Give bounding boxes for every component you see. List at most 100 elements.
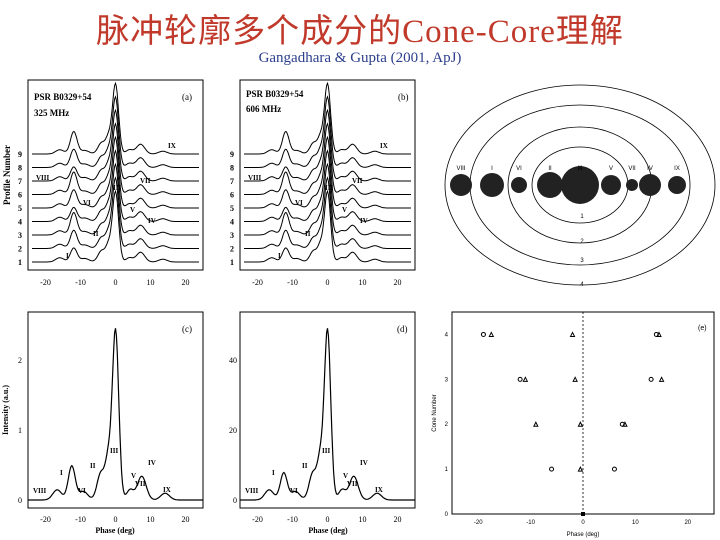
x-tick-label: 0 — [114, 515, 118, 524]
y-tick-label: 0 — [18, 496, 22, 505]
cone-component-dot — [480, 173, 504, 197]
component-label: I — [60, 469, 63, 477]
component-label: VI — [290, 487, 298, 495]
scatter-point-triangle — [522, 376, 529, 382]
profile-trace — [244, 81, 411, 155]
profile-trace — [244, 149, 411, 222]
component-label: VII — [135, 480, 146, 488]
component-label: II — [302, 462, 308, 470]
cone-components — [450, 166, 686, 204]
y-tick-label: 0 — [233, 496, 237, 505]
profile-trace — [32, 122, 199, 195]
scatter-point-circle — [648, 376, 654, 382]
component-label: IV — [148, 459, 156, 467]
y-tick-label: 1 — [18, 426, 22, 435]
citation: Gangadhara & Gupta (2001, ApJ) — [258, 50, 462, 66]
component-label: V — [342, 206, 347, 214]
x-tick-label: 20 — [684, 520, 691, 526]
profile-trace — [244, 108, 411, 182]
panel-b-profile-numbers: 1 2 3 4 5 6 7 8 9 — [230, 150, 234, 267]
scatter-point-triangle — [569, 331, 576, 337]
profile-trace — [32, 95, 199, 168]
scatter-point-triangle — [572, 376, 578, 382]
x-tick-label: -10 — [75, 515, 86, 524]
ring-number: 1 — [580, 214, 584, 220]
component-label: III — [325, 184, 333, 192]
profile-trace — [32, 135, 199, 209]
profile-number: 7 — [230, 177, 234, 186]
profile-trace — [244, 189, 411, 263]
y-tick-label: 40 — [229, 356, 237, 365]
component-label: VIII — [33, 487, 47, 495]
panel-a-tag: (a) — [182, 92, 192, 102]
component-label: I — [272, 469, 275, 477]
scatter-point-triangle — [533, 421, 539, 427]
panel-a-traces — [32, 81, 199, 263]
x-tick-label: -20 — [474, 520, 483, 526]
panel-c: (c) Intensity (a.u.) Phase (deg) 0 1 2 -20… — [1, 311, 204, 535]
ring-number: 4 — [580, 282, 584, 288]
y-tick-label: 0 — [445, 512, 449, 518]
x-tick-label: 0 — [114, 278, 118, 287]
panel-c-xticks: -20 -10 0 10 20 — [40, 515, 189, 524]
x-tick-label: -20 — [252, 278, 263, 287]
scatter-point-triangle — [622, 421, 628, 427]
cone-label: VI — [516, 166, 522, 172]
component-label: VI — [83, 199, 91, 207]
component-label: III — [322, 447, 330, 455]
profile-trace — [244, 162, 411, 236]
scatter-point-triangle — [577, 465, 584, 472]
x-tick-label: 20 — [182, 515, 190, 524]
scatter-point-circle — [480, 331, 486, 337]
profile-trace — [244, 95, 411, 168]
slide-title: 脉冲轮廓多个成分的Cone-Core理解 — [96, 14, 624, 50]
panel-b-frame — [239, 79, 416, 271]
x-tick-label: -10 — [287, 278, 298, 287]
component-label: VI — [295, 199, 303, 207]
panel-b-tag: (b) — [398, 92, 409, 102]
panel-c-ylabel: Intensity (a.u.) — [1, 385, 10, 435]
cone-label: II — [548, 166, 552, 172]
profile-trace — [32, 81, 199, 155]
profile-trace — [32, 162, 199, 236]
component-label: IV — [360, 217, 368, 225]
profile-number: 2 — [230, 245, 234, 254]
panel-a: PSR B0329+54 325 MHz (a) Profile Number … — [2, 79, 204, 287]
x-tick-label: 10 — [359, 515, 367, 524]
panel-a-freq: 325 MHz — [34, 108, 69, 118]
profile-number: 5 — [18, 204, 22, 213]
cone-label: I — [491, 166, 493, 172]
cone-component-dot — [601, 175, 621, 195]
cone-component-dot — [450, 174, 472, 196]
x-tick-label: -10 — [287, 515, 298, 524]
y-tick-label: 2 — [445, 422, 449, 428]
ring-number: 2 — [580, 239, 584, 245]
ring-number: 3 — [580, 258, 584, 264]
panel-c-xlabel: Phase (deg) — [95, 526, 135, 535]
component-label: II — [305, 230, 311, 238]
scatter-point-circle — [517, 376, 523, 382]
profile-number: 8 — [18, 164, 22, 173]
cone-component-dot — [511, 177, 527, 193]
component-label: VIII — [245, 487, 259, 495]
x-tick-label: 20 — [182, 278, 190, 287]
profile-trace — [244, 135, 411, 209]
panel-a-frame — [27, 79, 204, 271]
panel-e-points — [480, 331, 665, 516]
panel-e-xticks: -20 -10 0 10 20 — [474, 520, 692, 526]
profile-trace — [32, 149, 199, 222]
panel-b-freq: 606 MHz — [246, 104, 281, 114]
panel-b-header: PSR B0329+54 — [246, 89, 304, 99]
scatter-point-circle — [611, 466, 617, 472]
profile-number: 1 — [230, 258, 234, 267]
panel-c-yticks: 0 1 2 — [18, 356, 22, 505]
cone-component-dot — [668, 176, 686, 194]
cone-component-dot — [561, 166, 599, 204]
component-label: II — [93, 230, 99, 238]
cone-component-labels: VIII I VI II III V VII IV IX — [456, 166, 679, 172]
panel-b: PSR B0329+54 606 MHz (b) 1 2 3 4 5 6 7 8 9 -20 -1… — [230, 79, 416, 287]
